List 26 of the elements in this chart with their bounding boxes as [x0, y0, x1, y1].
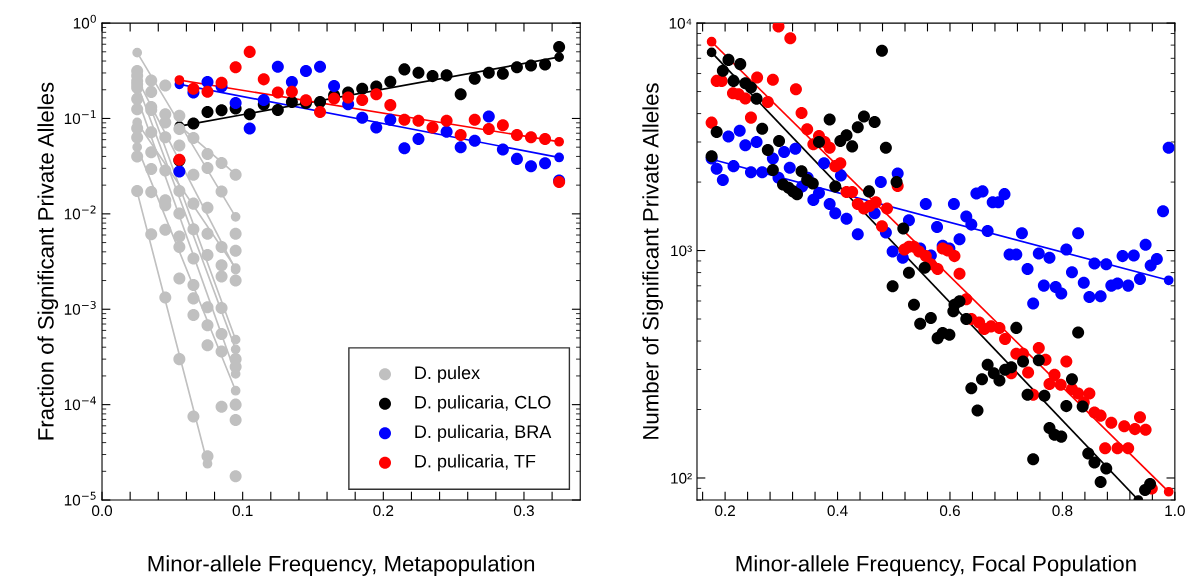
- x-tick-label: 0.0: [91, 505, 113, 517]
- x-tick-label: 0.3: [513, 505, 534, 517]
- y-tick-label: 10$^{−4}$: [64, 396, 96, 411]
- y-axis-title: Fraction of Significant Private Alleles: [37, 82, 59, 440]
- legend-label: D. pulicaria, TF: [415, 454, 536, 472]
- x-tick-label: 0.6: [939, 505, 960, 517]
- y-tick-label: 10$^{−1}$: [64, 110, 96, 125]
- x-tick-label: 0.2: [715, 505, 735, 517]
- legend-label: D. pulex: [415, 365, 480, 383]
- y-tick-label: 10$^{−5}$: [64, 491, 96, 506]
- x-tick-label: 1.0: [1165, 505, 1185, 517]
- x-tick-label: 0.2: [373, 505, 394, 517]
- x-tick-label: 0.1: [232, 505, 253, 517]
- legend-label: D. pulicaria, CLO: [415, 395, 551, 413]
- y-tick-label: 10$^{−2}$: [64, 205, 96, 220]
- x-tick-label: 0.8: [1052, 505, 1073, 517]
- y-axis-title: Number of Significant Private Alleles: [642, 83, 664, 439]
- legend-label: D. pulicaria, BRA: [415, 424, 552, 442]
- y-tick-label: 10⁴: [669, 17, 692, 29]
- x-tick-label: 0.4: [827, 505, 848, 517]
- y-tick-label: 10$^{0}$: [73, 14, 96, 29]
- y-tick-label: 10²: [671, 472, 692, 484]
- y-tick-label: 10$^{−3}$: [64, 300, 96, 315]
- y-tick-label: 10³: [671, 245, 692, 257]
- x-axis-title: Minor-allele Frequency, Metapopulation: [148, 555, 535, 576]
- x-axis-title: Minor-allele Frequency, Focal Population: [736, 555, 1136, 576]
